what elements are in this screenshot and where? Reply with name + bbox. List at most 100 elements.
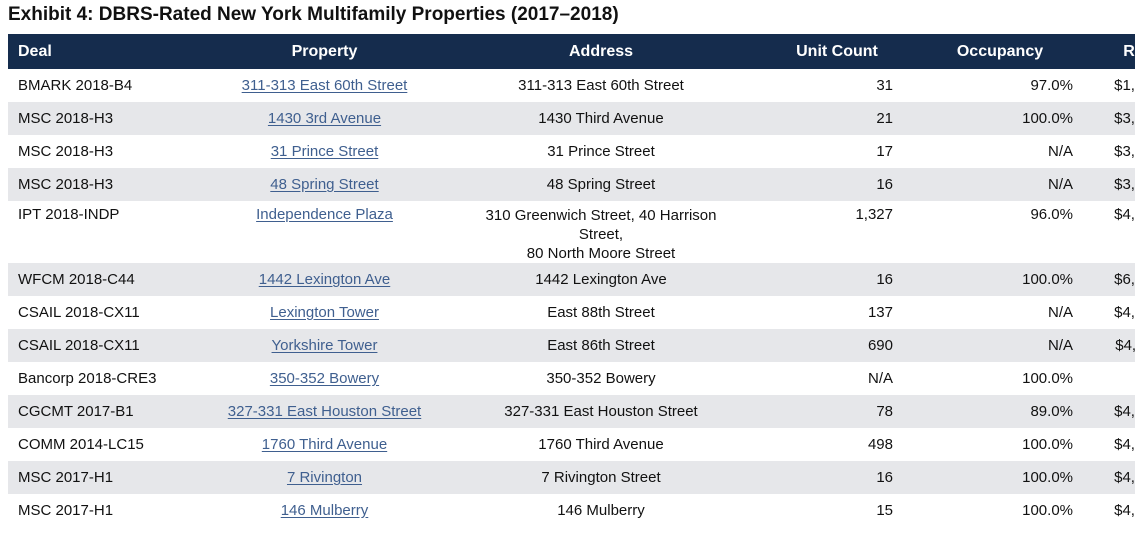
unit-count-cell: 137 <box>867 304 893 321</box>
rent-cell: $4,116 <box>1115 337 1135 354</box>
unit-count-cell: 1,327 <box>855 206 893 223</box>
address-cell: 350-352 Bowery <box>479 362 723 395</box>
deal-cell: Bancorp 2018-CRE3 <box>18 370 157 387</box>
address-line: 350-352 Bowery <box>546 370 656 387</box>
property-link[interactable]: 7 Rivington <box>286 469 363 486</box>
table-row: Bancorp 2018-CRE3 350-352 Bowery 350-352 B… <box>8 362 1135 395</box>
deal-cell: MSC 2018-H3 <box>18 110 114 127</box>
address-line: 1430 Third Avenue <box>538 110 664 127</box>
address-cell: 1760 Third Avenue <box>479 428 723 461</box>
unit-count-cell: N/A <box>867 370 893 387</box>
property-cell: Yorkshire Tower <box>170 329 479 362</box>
address-cell: 1430 Third Avenue <box>479 102 723 135</box>
table-row: MSC 2017-H1 146 Mulberry 146 Mulberry 15 100… <box>8 494 1135 527</box>
rent-cell: $3,827 <box>1114 143 1135 160</box>
address-line: 327-331 East Houston Street <box>504 403 698 420</box>
rent-cell: $4,000 <box>1114 469 1135 486</box>
table-row: CSAIL 2018-CX11 Lexington Tower East 88th … <box>8 296 1135 329</box>
address-cell: 1442 Lexington Ave <box>479 263 723 296</box>
occupancy-cell: 100.0% <box>1022 370 1073 387</box>
rent-cell: $6,241 <box>1114 271 1135 288</box>
deal-cell: IPT 2018-INDP <box>18 206 120 223</box>
address-line: 310 Greenwich Street, 40 Harrison Street… <box>485 207 717 243</box>
address-line: 1760 Third Avenue <box>538 436 664 453</box>
property-cell: 350-352 Bowery <box>170 362 479 395</box>
occupancy-cell: 100.0% <box>1022 469 1073 486</box>
deal-cell: CSAIL 2018-CX11 <box>18 337 140 354</box>
deal-cell: MSC 2018-H3 <box>18 143 114 160</box>
occupancy-cell: 97.0% <box>1030 77 1073 94</box>
address-line: 1442 Lexington Ave <box>535 271 667 288</box>
column-header-unit-count: Unit Count <box>723 34 893 69</box>
property-cell: 311-313 East 60th Street <box>170 69 479 102</box>
property-link[interactable]: Independence Plaza <box>256 206 393 223</box>
table-row: MSC 2018-H3 31 Prince Street 31 Prince Str… <box>8 135 1135 168</box>
property-link[interactable]: 350-352 Bowery <box>269 370 380 387</box>
unit-count-cell: 31 <box>876 77 893 94</box>
address-line: 311-313 East 60th Street <box>518 77 684 94</box>
property-link[interactable]: 48 Spring Street <box>270 176 379 193</box>
column-header-occupancy: Occupancy <box>893 34 1073 69</box>
property-cell: 146 Mulberry <box>170 494 479 527</box>
occupancy-cell: N/A <box>1047 176 1073 193</box>
address-line-2: 80 North Moore Street <box>526 245 676 262</box>
rent-cell: $4,776 <box>1114 403 1135 420</box>
rent-cell: $4,217 <box>1114 304 1135 321</box>
rent-cell: N/A <box>1073 362 1135 395</box>
occupancy-cell: N/A <box>1047 143 1073 160</box>
deal-cell: CGCMT 2017-B1 <box>18 403 134 420</box>
unit-count-cell: 498 <box>867 436 893 453</box>
deal-cell: COMM 2014-LC15 <box>18 436 144 453</box>
table-row: MSC 2017-H1 7 Rivington 7 Rivington Street… <box>8 461 1135 494</box>
address-line: 48 Spring Street <box>546 176 656 193</box>
properties-table: Deal Property Address Unit Count Occupan… <box>8 34 1135 527</box>
property-cell: 7 Rivington <box>170 461 479 494</box>
address-cell: 146 Mulberry <box>479 494 723 527</box>
deal-cell: CSAIL 2018-CX11 <box>18 304 140 321</box>
property-cell: 1760 Third Avenue <box>170 428 479 461</box>
unit-count-cell: 690 <box>867 337 893 354</box>
property-link[interactable]: 146 Mulberry <box>280 502 369 519</box>
table-row: BMARK 2018-B4 311-313 East 60th Street 311… <box>8 69 1135 102</box>
table-row: WFCM 2018-C44 1442 Lexington Ave 1442 Lexi… <box>8 263 1135 296</box>
address-line: East 88th Street <box>547 304 655 321</box>
property-link[interactable]: Lexington Tower <box>270 304 379 321</box>
deal-cell: MSC 2017-H1 <box>18 502 114 519</box>
address-line: 146 Mulberry <box>557 502 645 519</box>
property-link[interactable]: Yorkshire Tower <box>271 337 378 354</box>
property-link[interactable]: 327-331 East Houston Street <box>227 403 422 420</box>
address-cell: 31 Prince Street <box>479 135 723 168</box>
property-link[interactable]: 1442 Lexington Ave <box>258 271 391 288</box>
address-cell: 48 Spring Street <box>479 168 723 201</box>
rent-cell: $4,957 <box>1114 206 1135 223</box>
address-line: 7 Rivington Street <box>541 469 661 486</box>
address-line: 31 Prince Street <box>547 143 655 160</box>
property-link[interactable]: 311-313 East 60th Street <box>241 77 408 94</box>
rent-cell: $4,000 <box>1114 502 1135 519</box>
property-cell: 31 Prince Street <box>170 135 479 168</box>
rent-cell: $1,800 <box>1114 77 1135 94</box>
property-cell: 1442 Lexington Ave <box>170 263 479 296</box>
address-cell: East 86th Street <box>479 329 723 362</box>
deal-cell: WFCM 2018-C44 <box>18 271 135 288</box>
address-cell: 310 Greenwich Street, 40 Harrison Street… <box>479 201 723 263</box>
property-cell: Lexington Tower <box>170 296 479 329</box>
unit-count-cell: 17 <box>876 143 893 160</box>
rent-cell: $3,976 <box>1114 110 1135 127</box>
deal-cell: MSC 2018-H3 <box>18 176 114 193</box>
table-row: COMM 2014-LC15 1760 Third Avenue 1760 Thir… <box>8 428 1135 461</box>
occupancy-cell: N/A <box>1047 337 1073 354</box>
occupancy-cell: 100.0% <box>1022 436 1073 453</box>
column-header-rent: Rent <box>1073 34 1135 69</box>
property-link[interactable]: 1430 3rd Avenue <box>267 110 382 127</box>
rent-cell: $4,031 <box>1114 436 1135 453</box>
property-link[interactable]: 31 Prince Street <box>270 143 379 160</box>
exhibit-title: Exhibit 4: DBRS-Rated New York Multifami… <box>8 4 619 25</box>
property-link[interactable]: 1760 Third Avenue <box>261 436 388 453</box>
unit-count-cell: 16 <box>876 469 893 486</box>
unit-count-cell: 78 <box>876 403 893 420</box>
table-row: CGCMT 2017-B1 327-331 East Houston Street… <box>8 395 1135 428</box>
table-row: MSC 2018-H3 1430 3rd Avenue 1430 Third Ave… <box>8 102 1135 135</box>
deal-cell: BMARK 2018-B4 <box>18 77 133 94</box>
unit-count-cell: 16 <box>876 176 893 193</box>
